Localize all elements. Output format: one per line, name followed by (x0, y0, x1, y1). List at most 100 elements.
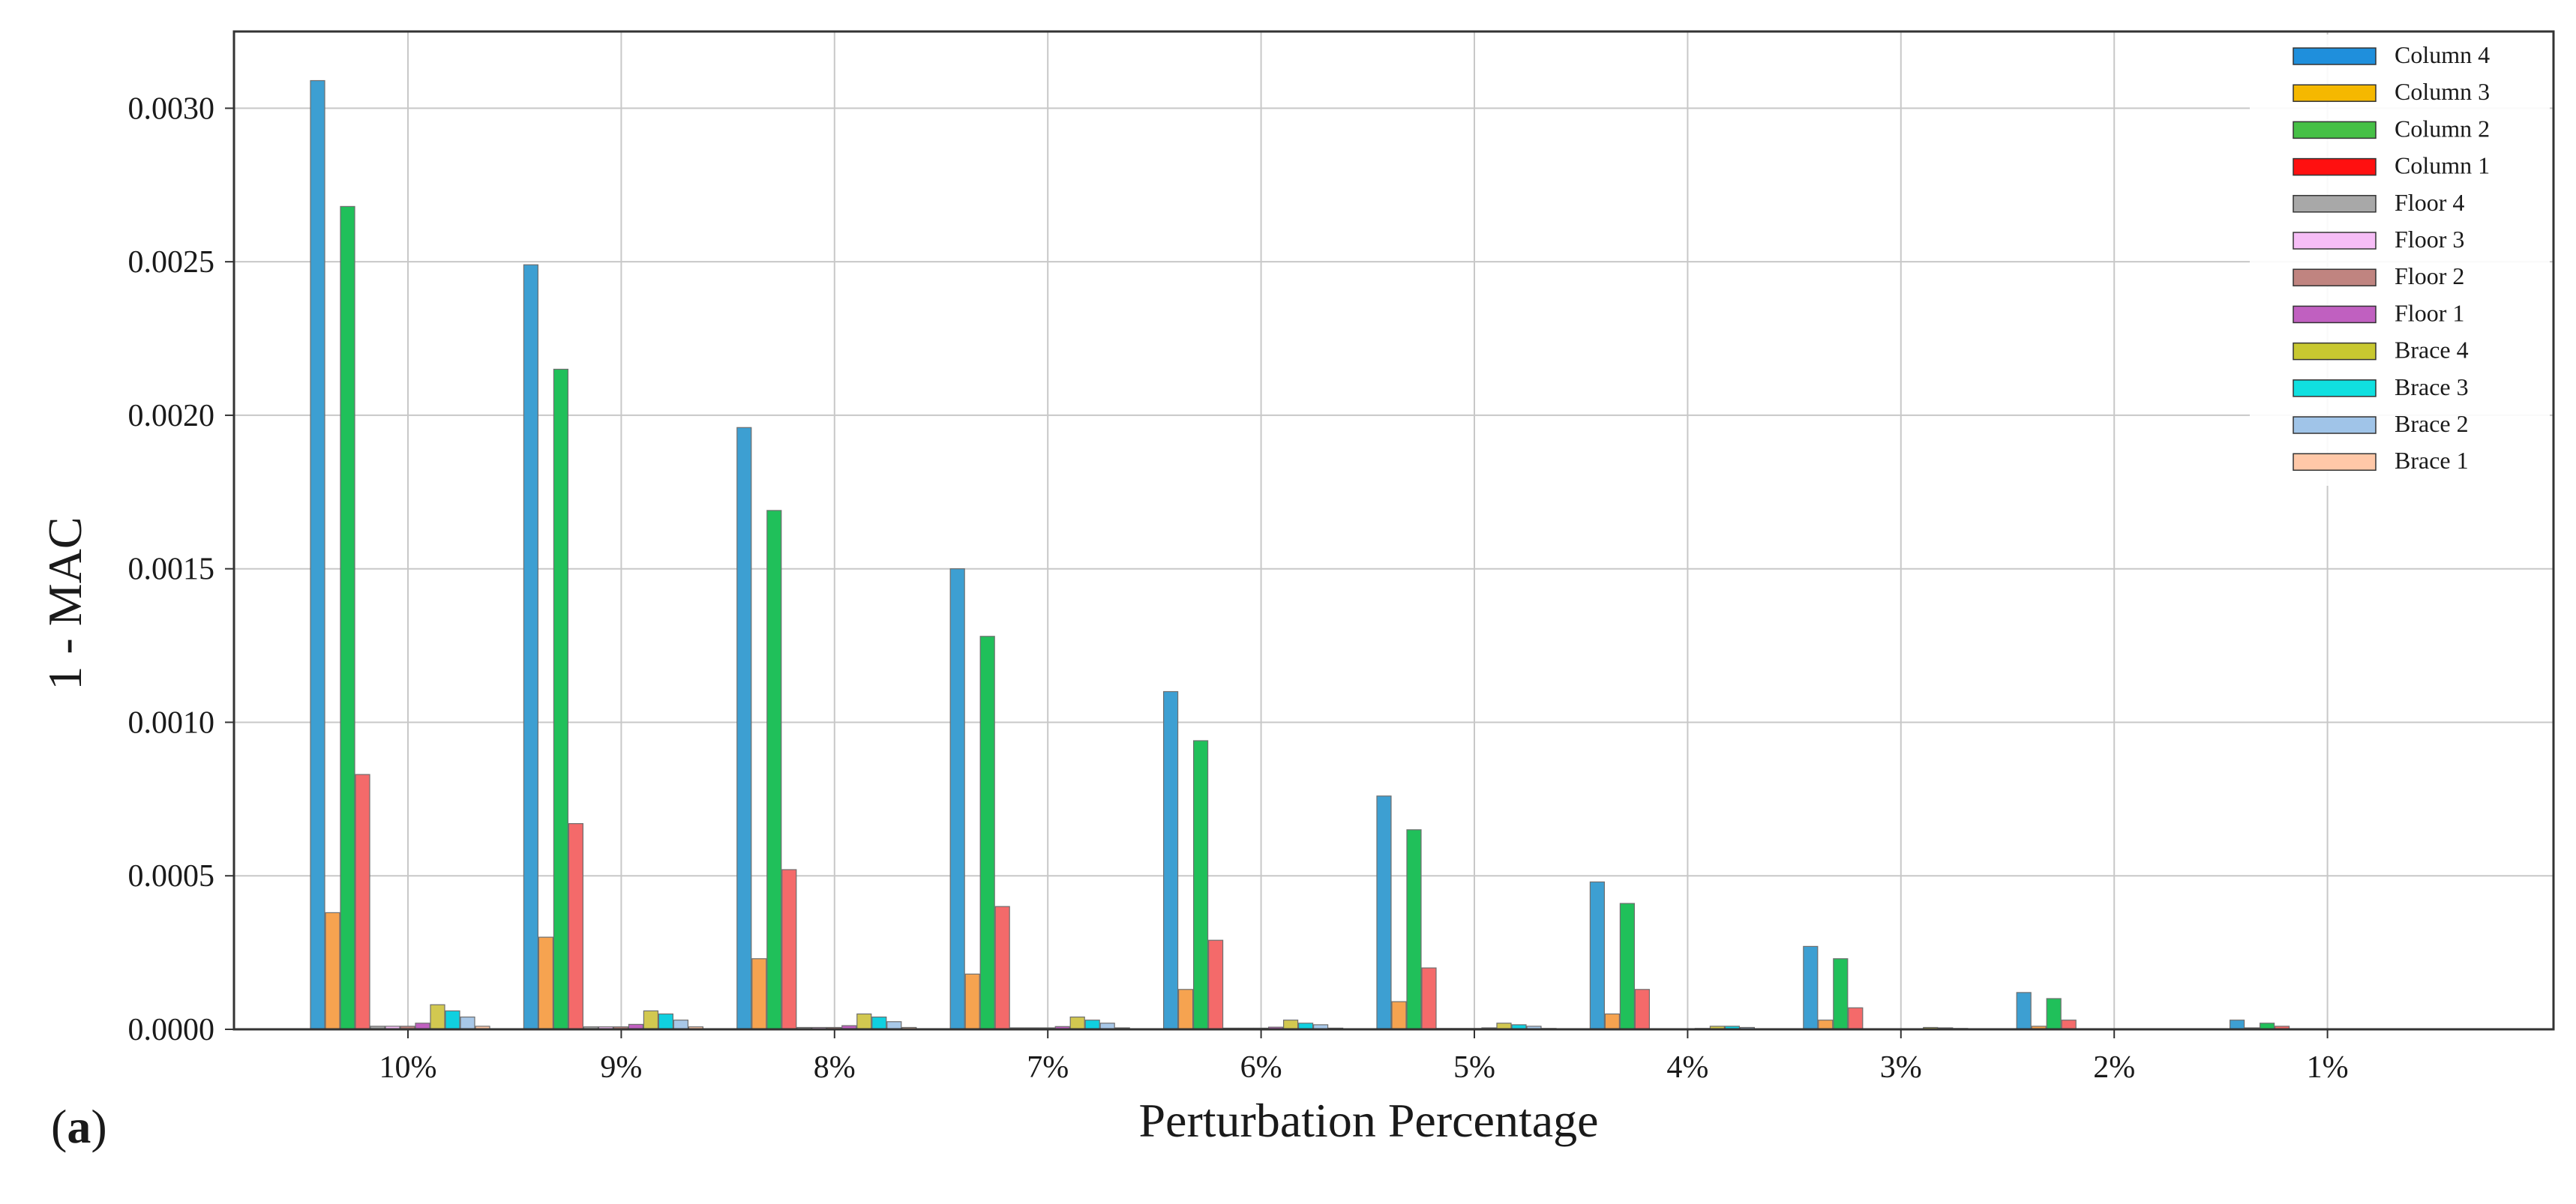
bar (1376, 795, 1392, 1030)
bar (1634, 989, 1650, 1030)
x-tick-label: 10% (379, 1050, 437, 1085)
y-tick-label: 0.0015 (128, 553, 215, 587)
legend-swatch (2293, 47, 2377, 65)
legend-label: Floor 1 (2395, 299, 2464, 326)
y-tick-label: 0.0020 (128, 399, 215, 433)
legend-swatch (2293, 84, 2377, 102)
bar (1803, 945, 1819, 1030)
gridlines (234, 31, 2554, 1029)
bar (1084, 1020, 1100, 1030)
bar (886, 1021, 902, 1030)
panel-paren-close: ) (91, 1100, 106, 1153)
legend-swatch (2293, 232, 2377, 250)
bar (736, 427, 752, 1030)
bar (856, 1013, 872, 1030)
bar (673, 1020, 689, 1030)
legend-label: Brace 1 (2395, 447, 2469, 474)
legend-label: Brace 4 (2395, 337, 2469, 364)
bar (2016, 992, 2032, 1030)
bar (949, 568, 965, 1030)
panel-label: (a) (51, 1100, 107, 1153)
legend-label: Floor 2 (2395, 262, 2464, 289)
bar (1162, 690, 1179, 1030)
bar (1282, 1020, 1299, 1030)
legend-swatch (2293, 157, 2377, 176)
x-tick-label: 4% (1666, 1050, 1708, 1085)
legend-swatch (2293, 305, 2377, 324)
bar (355, 774, 370, 1030)
panel-paren-open: ( (51, 1100, 67, 1153)
legend-swatch (2293, 453, 2377, 471)
bar (1192, 740, 1209, 1030)
bar (523, 264, 539, 1030)
legend-swatch (2293, 121, 2377, 139)
x-tick-label: 8% (814, 1050, 856, 1085)
bar (643, 1010, 659, 1030)
bar (553, 368, 569, 1030)
y-tick-label: 0.0025 (128, 245, 215, 280)
y-axis-ticks: 0.0000 0.0005 0.0010 0.0015 0.0020 0.0025 0.00… (128, 91, 234, 1047)
x-tick-label: 2% (2093, 1050, 2135, 1085)
legend-swatch (2293, 416, 2377, 434)
legend-label: Column 2 (2395, 115, 2490, 142)
bar (1818, 1020, 1834, 1030)
bar (1406, 829, 1422, 1030)
legend-swatch (2293, 342, 2377, 361)
bar (2046, 998, 2062, 1030)
legend-label: Floor 3 (2395, 226, 2464, 253)
bar (2230, 1020, 2245, 1030)
bar (325, 912, 340, 1030)
x-tick-label: 7% (1027, 1050, 1069, 1085)
x-axis-ticks: 10% 9% 8% 7% 6% 5% 4% 3% 2% 1% (379, 1029, 2349, 1085)
x-tick-label: 3% (1880, 1050, 1922, 1085)
bar (430, 1004, 445, 1030)
panel-letter: a (67, 1100, 91, 1153)
bar (340, 205, 355, 1030)
legend-box (2250, 34, 2550, 486)
plot-area-frame (232, 30, 2555, 1031)
legend-label: Column 3 (2395, 78, 2490, 105)
bar (538, 936, 554, 1030)
bar (1604, 1013, 1620, 1030)
bar (964, 973, 980, 1030)
bar (568, 822, 584, 1030)
bar (1391, 1001, 1407, 1030)
x-tick-label: 6% (1240, 1050, 1282, 1085)
bar (766, 510, 782, 1030)
y-tick-label: 0.0000 (128, 1013, 215, 1047)
y-tick-label: 0.0010 (128, 705, 215, 740)
y-tick-label: 0.0030 (128, 91, 215, 126)
legend-label: Column 4 (2395, 41, 2490, 68)
bar (1848, 1007, 1864, 1030)
legend-swatch (2293, 379, 2377, 397)
bar (460, 1016, 475, 1030)
x-tick-label: 9% (600, 1050, 642, 1085)
legend: Column 4 Column 3 Column 2 Column 1 Floor 4 F… (2250, 34, 2550, 486)
legend-label: Brace 2 (2395, 410, 2469, 437)
bar (1069, 1016, 1085, 1030)
bar (1421, 967, 1437, 1030)
y-axis-label: 1 - MAC (38, 517, 91, 690)
legend-label: Floor 4 (2395, 189, 2464, 216)
bar (979, 636, 995, 1030)
bar (1619, 903, 1635, 1030)
legend-swatch (2293, 195, 2377, 213)
bar (1177, 989, 1194, 1030)
bar (1833, 958, 1849, 1030)
bar (1589, 881, 1605, 1030)
bar (994, 906, 1010, 1030)
legend-label: Column 1 (2395, 152, 2490, 179)
bar (871, 1016, 887, 1030)
bar (310, 79, 325, 1030)
bar (751, 958, 767, 1030)
bar (445, 1010, 460, 1030)
bar (1207, 939, 1224, 1030)
bar (781, 869, 797, 1030)
bar (658, 1013, 674, 1030)
legend-swatch (2293, 268, 2377, 286)
x-axis-label: Perturbation Percentage (1138, 1094, 1598, 1147)
y-tick-label: 0.0005 (128, 859, 215, 894)
legend-label: Brace 3 (2395, 373, 2469, 400)
